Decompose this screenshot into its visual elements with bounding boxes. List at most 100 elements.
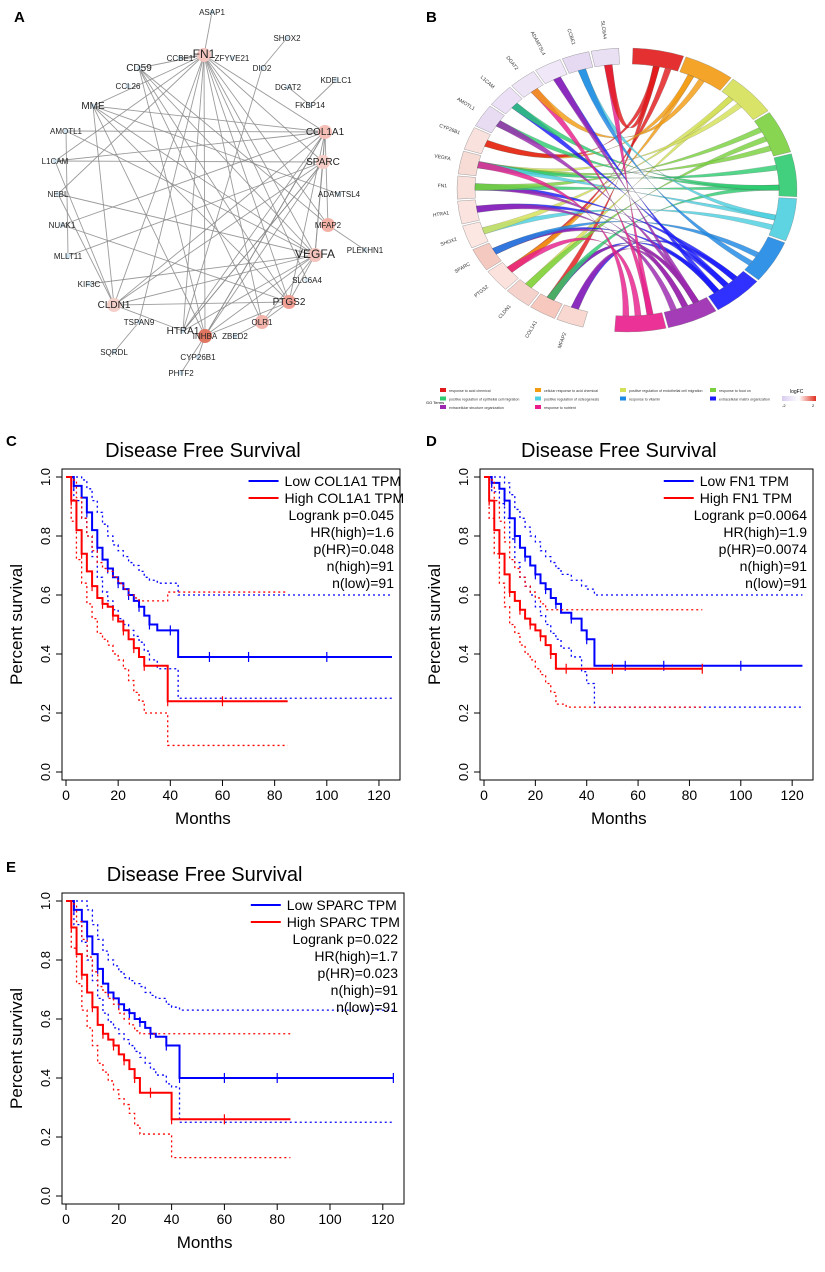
chord-gene-label: SLC6A4 xyxy=(599,20,607,39)
chart-title: Disease Free Survival xyxy=(105,440,301,462)
chord-legend-label: response to acid chemical xyxy=(449,389,491,393)
legend-label: Low COL1A1 TPM xyxy=(285,473,401,489)
logfc-title: logFC xyxy=(790,389,804,395)
chord-gene-arc xyxy=(556,304,588,328)
network-node-label: CD59 xyxy=(126,63,152,74)
chord-term-arc xyxy=(744,236,786,281)
plot-frame xyxy=(61,892,405,1205)
km-chart-col1a1: Disease Free Survival 0 20 40 60 80 100 120 Mont… xyxy=(7,440,404,828)
chord-legend-swatch xyxy=(440,388,446,392)
network-edge xyxy=(203,54,290,303)
survival-line xyxy=(66,476,392,658)
chord-ribbon xyxy=(604,64,660,128)
network-edge xyxy=(203,54,326,133)
chord-gene-arc xyxy=(457,150,482,176)
network-edge xyxy=(54,160,324,163)
chord-ribbon xyxy=(604,64,654,316)
chord-legend-label: positive regulation of osteogenesis xyxy=(544,398,599,402)
logfc-colorbar xyxy=(782,396,816,401)
chord-legend-swatch xyxy=(535,405,541,409)
ci-lower-line xyxy=(66,476,288,747)
y-tick-label: 0.8 xyxy=(38,951,53,969)
network-edge xyxy=(92,105,316,256)
y-tick-label: 0.4 xyxy=(38,645,53,663)
x-tick-label: 40 xyxy=(164,1211,180,1227)
network-edge xyxy=(204,254,316,337)
chord-gene-label: CCBE1 xyxy=(565,28,576,46)
x-tick-label: 100 xyxy=(318,1211,342,1227)
network-edge xyxy=(61,224,290,303)
x-tick-label: 120 xyxy=(367,787,391,803)
network-edge xyxy=(138,54,205,323)
chord-gene-label: DGAT2 xyxy=(504,55,519,72)
chord-gene-label: CYP26B1 xyxy=(438,123,461,137)
panel-label-e: E xyxy=(6,859,16,876)
network-node-label: ASAP1 xyxy=(199,8,225,17)
chord-gene-label: ADAMTSL4 xyxy=(529,30,547,56)
network-node xyxy=(195,354,201,360)
chord-legend-swatch xyxy=(620,396,626,401)
x-axis-label: Months xyxy=(177,1233,233,1252)
chord-legend-swatch xyxy=(440,396,446,401)
y-tick-label: 0.6 xyxy=(38,1010,53,1028)
network-node xyxy=(55,191,61,197)
x-tick-label: 0 xyxy=(62,1211,70,1227)
logfc-min: -2 xyxy=(782,403,786,408)
plot-frame xyxy=(479,468,814,781)
network-node xyxy=(321,218,335,232)
stat-text: HR(high)=1.9 xyxy=(723,524,807,540)
chord-gene-arc xyxy=(511,71,544,98)
plot-frame xyxy=(61,468,401,781)
x-tick-label: 100 xyxy=(315,787,339,803)
network-edge xyxy=(92,105,340,195)
network-edge xyxy=(288,254,316,303)
network-edge xyxy=(113,54,205,306)
chord-gene-arc xyxy=(506,279,540,307)
x-tick-label: 100 xyxy=(729,787,753,803)
chord-gene-arc xyxy=(463,127,491,155)
chord-ribbon xyxy=(492,221,760,258)
network-node xyxy=(197,48,211,62)
network-node-label: OLR1 xyxy=(252,318,273,327)
y-axis-label: Percent survival xyxy=(425,564,444,685)
network-node-label: CLDN1 xyxy=(98,300,131,311)
network-edge xyxy=(113,321,140,353)
y-tick-label: 0.6 xyxy=(38,586,53,604)
network-node-label: DIO2 xyxy=(253,64,272,73)
network-node xyxy=(198,329,212,343)
chord-legend-label: extracellular structure organization xyxy=(449,406,504,410)
network-edge xyxy=(204,131,326,337)
chord-gene-label: HTRA1 xyxy=(432,210,449,219)
network-node xyxy=(178,370,184,376)
x-tick-label: 20 xyxy=(528,787,544,803)
network-node xyxy=(232,333,238,339)
network-edge xyxy=(65,130,326,133)
network-edge xyxy=(309,79,337,106)
network-node xyxy=(177,55,183,61)
network-node-label: PHTF2 xyxy=(168,369,194,378)
network-node-label: SLC6A4 xyxy=(292,276,322,285)
network-edge xyxy=(88,254,316,285)
network-edge xyxy=(138,67,329,226)
ci-upper-line xyxy=(66,476,392,596)
chord-legend-swatch xyxy=(535,388,541,392)
chord-gene-arc xyxy=(535,59,568,85)
network-node xyxy=(90,103,96,109)
network-edge xyxy=(92,54,205,107)
chord-legend-swatch xyxy=(710,396,716,401)
network-edge xyxy=(203,54,324,163)
network-edge xyxy=(113,301,290,306)
legend-label: Low SPARC TPM xyxy=(287,897,397,913)
stat-text: Logrank p=0.022 xyxy=(293,931,399,947)
ci-lower-line xyxy=(484,476,703,708)
go-terms-title: GO Terms xyxy=(426,400,444,405)
chord-term-arc xyxy=(708,270,758,311)
ci-lower-line xyxy=(66,900,394,1123)
chord-ribbon xyxy=(477,161,778,179)
chord-term-arc xyxy=(632,47,684,72)
network-node-label: MLLT11 xyxy=(54,252,83,261)
chord-legend: GO Terms logFC -2 2 response to acid che… xyxy=(426,388,816,410)
network-node-label: SQRDL xyxy=(100,348,128,357)
network-node xyxy=(259,65,265,71)
network-node xyxy=(282,295,296,309)
